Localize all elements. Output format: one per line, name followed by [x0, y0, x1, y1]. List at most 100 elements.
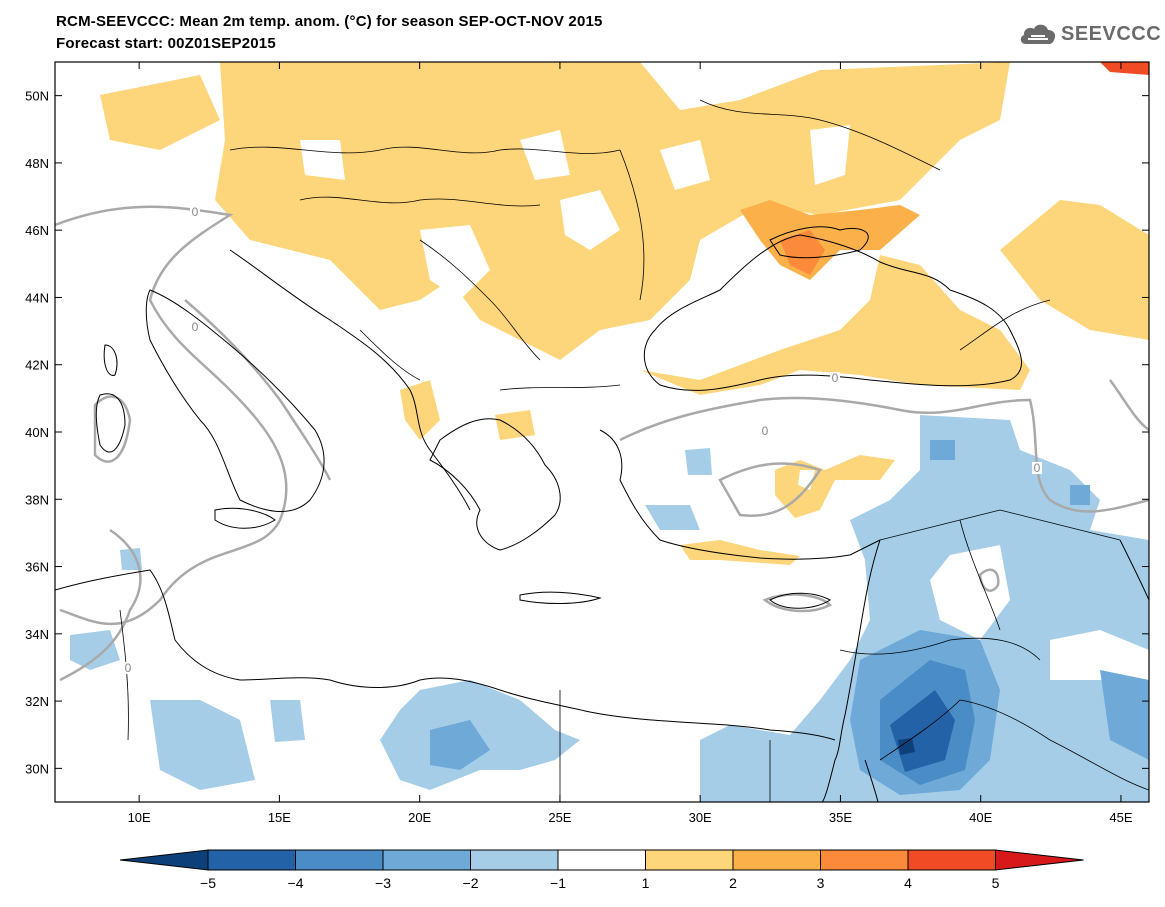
lon-tick-label: 35E [829, 810, 852, 825]
coast-crete [519, 591, 602, 604]
border-4 [619, 149, 645, 301]
cold-region-tunisia-2b [120, 548, 142, 570]
contour-label-bg [760, 425, 770, 437]
colorbar-box [907, 849, 996, 871]
gap-7 [798, 470, 815, 490]
border-1 [229, 146, 621, 154]
map-title: RCM-SEEVCCC: Mean 2m temp. anom. (°C) fo… [56, 13, 603, 30]
gap-5 [300, 140, 345, 180]
gap-1 [420, 225, 490, 300]
border-2 [299, 196, 541, 207]
contour-tunisia [59, 528, 142, 682]
warm-region-crimea-3 [780, 230, 825, 275]
colorbar-box [732, 849, 821, 871]
coast-crimea [769, 226, 869, 259]
coast-gulf-aqaba [864, 759, 879, 802]
contour-label: 0 [192, 205, 199, 219]
lon-tick-label: 40E [969, 810, 992, 825]
cold-region-anatolia-2b [645, 505, 700, 530]
lon-tick-label: 10E [128, 810, 151, 825]
colorbar-label: −5 [200, 875, 216, 891]
border-14 [959, 299, 1051, 351]
coast-italy [145, 289, 325, 513]
lon-tick-label: 20E [408, 810, 431, 825]
cold-region-east-3b [1100, 670, 1149, 760]
border-3 [419, 239, 541, 361]
contour-label-bg [1032, 462, 1042, 474]
lat-tick-label: 34N [25, 627, 49, 642]
lat-tick-label: 32N [25, 694, 49, 709]
map-axes: 50N 48N 46N 44N 42N 40N 38N 36N 34N 32N 30N 10E 15E 2… [25, 62, 1149, 825]
neutral-gaps [300, 125, 850, 490]
border-9 [839, 637, 1041, 661]
lat-tick-label: 30N [25, 761, 49, 776]
contour-label-bg [190, 321, 200, 333]
cold-anomaly-field [70, 415, 1149, 802]
contour-italy [184, 299, 332, 481]
contour-cyprus [762, 593, 833, 613]
lat-tick-label: 40N [25, 425, 49, 440]
cold-region-libya-3 [430, 720, 490, 770]
coast-adriatic [229, 249, 471, 511]
seevccc-logo: SEEVCCC [1018, 20, 1161, 48]
coast-greece [429, 418, 561, 551]
colorbar-arrow-max [995, 849, 1084, 871]
colorbar: −5 −4 −3 −2 −1 1 2 3 4 5 [119, 849, 1084, 891]
contour-east-edge [1108, 379, 1149, 432]
border-6 [499, 384, 621, 391]
coast-black-sea [643, 234, 1023, 391]
cold-region-east-2 [700, 415, 1149, 802]
map-plot-area [55, 62, 1149, 802]
colorbar-box [295, 849, 384, 871]
warm-region-crimea-2 [740, 200, 920, 280]
colorbar-label: 4 [904, 875, 912, 891]
cold-region-west-2a [150, 700, 255, 790]
contour-sardinia [93, 395, 132, 463]
lat-tick-label: 36N [25, 560, 49, 575]
colorbar-label: −1 [550, 875, 566, 891]
border-10 [879, 699, 1149, 791]
gap-6 [660, 140, 710, 190]
coast-africa [55, 569, 836, 741]
coast-cyprus [769, 592, 831, 609]
colorbar-arrow-min [119, 849, 209, 871]
contour-label-bg [123, 662, 133, 674]
contour-label: 0 [1034, 461, 1041, 475]
warm-anomaly-strong [740, 62, 1149, 280]
lon-tick-label: 30E [689, 810, 712, 825]
contour-label: 0 [832, 371, 839, 385]
warm-region-balkan-coast [400, 380, 440, 440]
logo-text: SEEVCCC [1061, 22, 1162, 45]
warm-region-northeast-4 [1100, 62, 1149, 75]
coast-corsica [103, 344, 118, 376]
coast-levant [834, 539, 881, 761]
lon-tick-label: 25E [548, 810, 571, 825]
colorbar-box [557, 849, 646, 871]
country-borders [119, 99, 1149, 802]
lat-tick-label: 38N [25, 492, 49, 507]
colorbar-label: −2 [463, 875, 479, 891]
contour-labels: 0 0 0 0 0 0 [123, 205, 1042, 675]
cold-region-anatolia-2 [685, 448, 712, 475]
contour-west [55, 205, 288, 626]
forecast-start-subtitle: Forecast start: 00Z01SEP2015 [56, 35, 276, 52]
contour-syria [978, 568, 1000, 592]
warm-region-caucasus [1000, 200, 1149, 340]
warm-region-pontic-coast [640, 255, 1030, 395]
colorbar-label: 3 [817, 875, 825, 891]
warm-region-west [100, 75, 220, 150]
colorbar-box [645, 849, 734, 871]
contour-label: 0 [762, 424, 769, 438]
cold-region-east-3c [1070, 485, 1090, 505]
coast-sardinia [95, 393, 126, 453]
coastlines [55, 226, 1149, 802]
cloud-icon [1020, 24, 1056, 44]
gap-2 [560, 190, 620, 250]
lon-tick-label: 15E [268, 810, 291, 825]
lat-tick-label: 46N [25, 223, 49, 238]
gap-3 [520, 130, 570, 180]
contour-anatolia-inner [718, 462, 822, 518]
coast-turkey-west [599, 429, 881, 560]
colorbar-label: 1 [642, 875, 650, 891]
